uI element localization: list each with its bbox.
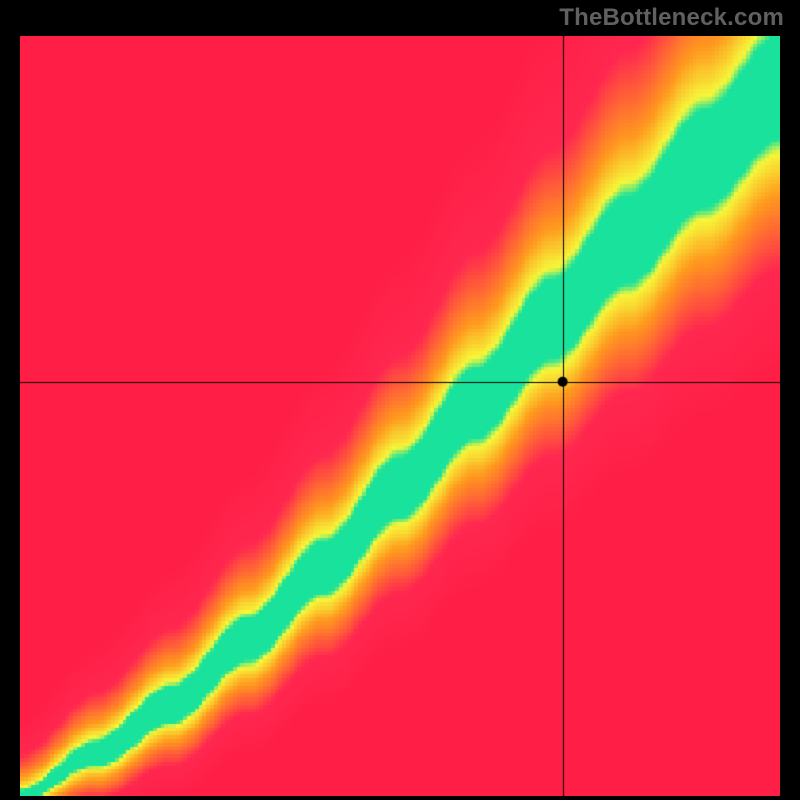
chart-stage: TheBottleneck.com [0, 0, 800, 800]
bottleneck-heatmap [20, 36, 780, 796]
branding-text: TheBottleneck.com [559, 4, 784, 32]
